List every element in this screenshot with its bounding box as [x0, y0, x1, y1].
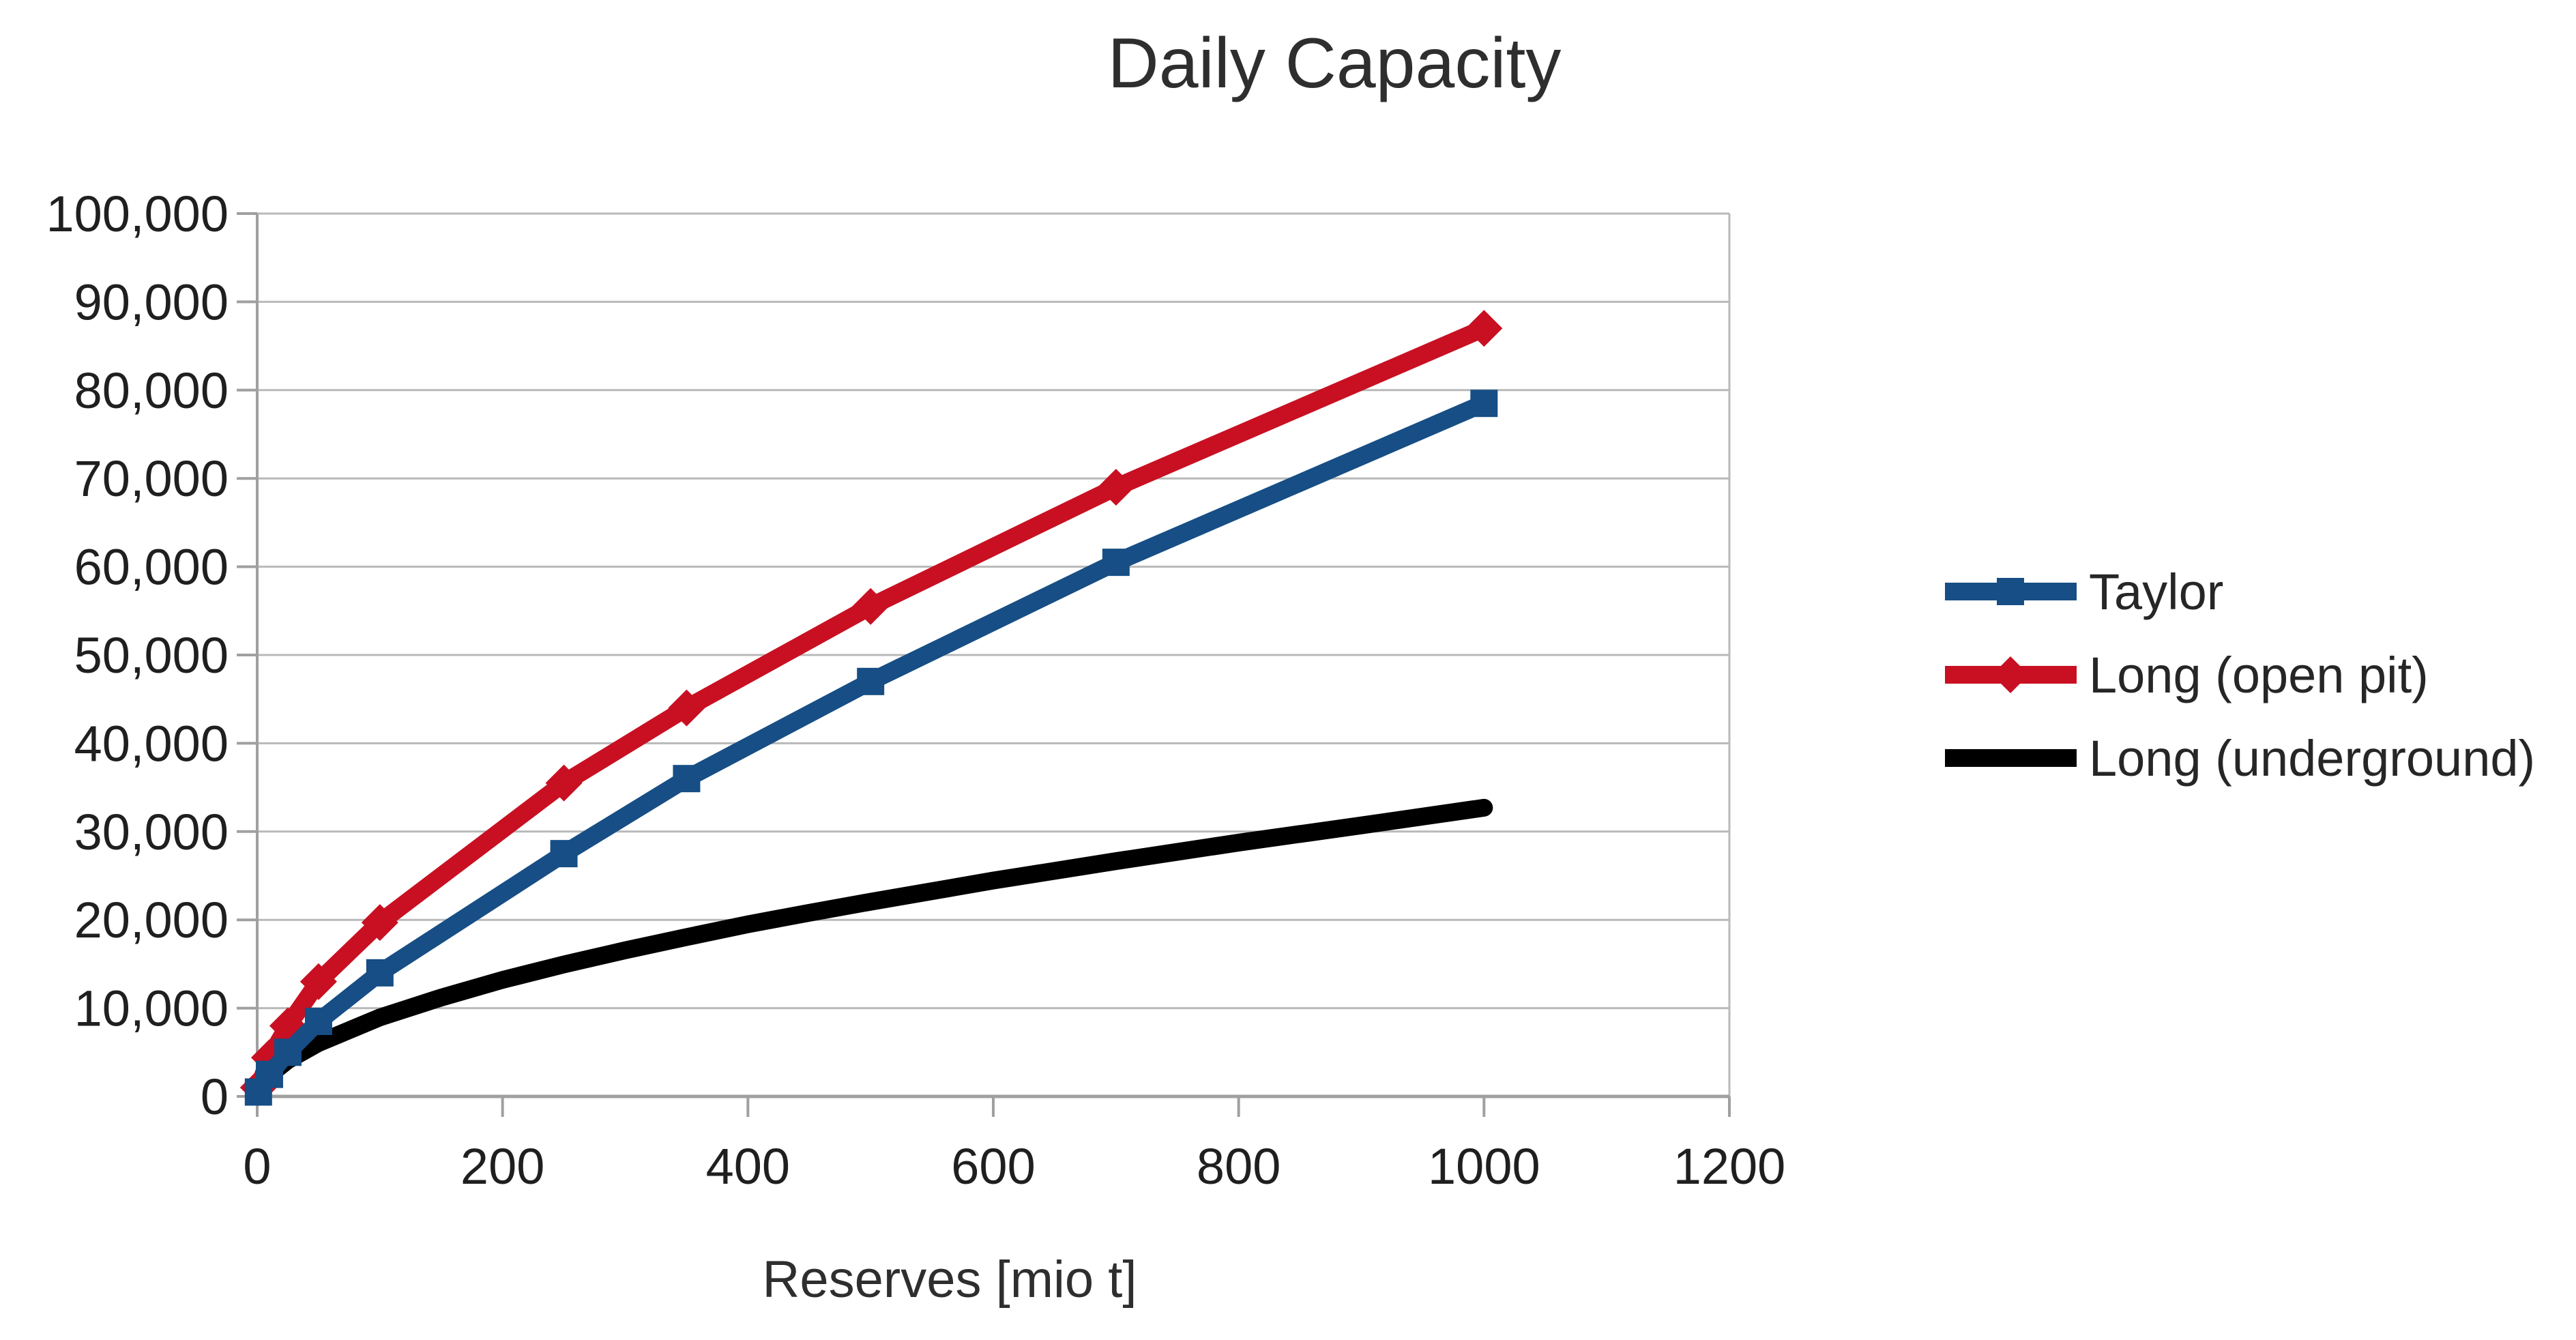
y-tick-label: 30,000 — [74, 804, 229, 860]
series-taylor — [244, 390, 1498, 1106]
series-long-open-pit-marker — [1097, 469, 1135, 506]
series-taylor-marker — [1102, 549, 1130, 577]
y-tick-label: 80,000 — [74, 362, 229, 419]
series-taylor-marker — [274, 1038, 302, 1066]
series-long-open-pit-marker — [668, 689, 705, 727]
legend-item-long-open-pit: Long (open pit) — [1945, 633, 2535, 716]
y-tick-label: 10,000 — [74, 980, 229, 1037]
series-long-open-pit — [239, 310, 1503, 1107]
legend-label-long-open-pit: Long (open pit) — [2089, 646, 2429, 703]
series-taylor-marker — [304, 1008, 332, 1036]
series-long-open-pit-marker — [852, 587, 890, 625]
series-long-open-pit-marker — [299, 963, 337, 1000]
y-tick-label: 20,000 — [74, 892, 229, 948]
long-underground-line-icon — [1945, 749, 2077, 767]
legend-label-long-underground: Long (underground) — [2089, 729, 2536, 787]
x-tick-label: 600 — [951, 1138, 1035, 1195]
legend-item-long-underground: Long (underground) — [1945, 716, 2535, 800]
series-long-underground-line — [249, 798, 1493, 1100]
y-tick-label: 50,000 — [74, 627, 229, 684]
series-taylor-marker — [857, 667, 885, 695]
axes — [237, 212, 1731, 1117]
y-tick-label: 100,000 — [46, 186, 229, 242]
series-long-open-pit-marker — [545, 764, 583, 802]
x-tick-label: 800 — [1197, 1138, 1280, 1195]
legend: Taylor Long (open pit) Long (underground… — [1945, 550, 2535, 800]
taylor-line-marker-icon — [1945, 578, 2077, 605]
series-long-open-pit-marker — [361, 904, 398, 942]
legend-marker — [1997, 578, 2024, 605]
y-tick-label: 0 — [201, 1068, 229, 1125]
series-taylor-marker — [366, 959, 394, 987]
x-tick-label: 1000 — [1428, 1138, 1540, 1195]
chart-title: Daily Capacity — [1107, 24, 1562, 103]
legend-item-taylor: Taylor — [1945, 550, 2535, 633]
x-tick-label: 200 — [460, 1138, 544, 1195]
x-tick-label: 1200 — [1673, 1138, 1786, 1195]
legend-label-taylor: Taylor — [2089, 563, 2224, 620]
series-long-open-pit-marker — [1465, 310, 1503, 347]
tick-labels: 0 10,000 20,000 30,000 40,000 50,000 60,000 70,… — [46, 186, 1786, 1195]
long-open-pit-line-marker-icon — [1945, 656, 2077, 693]
y-tick-label: 70,000 — [74, 450, 229, 507]
y-tick-label: 40,000 — [74, 715, 229, 772]
series-group — [239, 310, 1503, 1107]
y-tick-label: 90,000 — [74, 274, 229, 330]
legend-marker — [1992, 656, 2029, 693]
gridlines — [257, 212, 1731, 1096]
x-tick-label: 0 — [243, 1138, 271, 1195]
y-tick-label: 60,000 — [74, 539, 229, 596]
series-long-open-pit-line — [249, 319, 1493, 1097]
series-taylor-marker — [1470, 390, 1498, 418]
x-axis-title: Reserves [mio t] — [762, 1251, 1137, 1309]
series-taylor-marker — [673, 765, 701, 793]
x-tick-label: 400 — [706, 1138, 790, 1195]
series-long-underground — [249, 798, 1493, 1100]
series-taylor-marker — [550, 840, 578, 868]
